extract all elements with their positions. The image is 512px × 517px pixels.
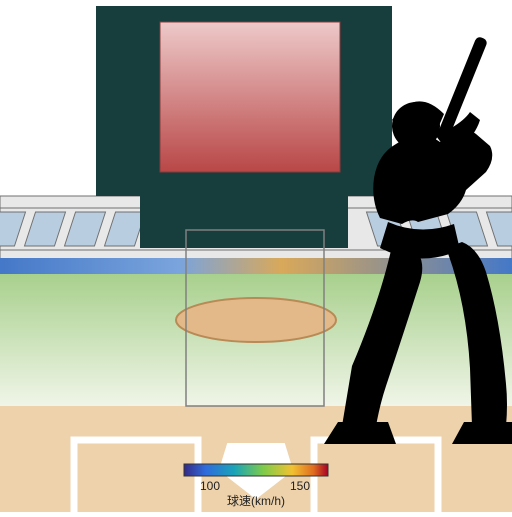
legend-tick: 100 bbox=[200, 479, 220, 493]
outfield-wall bbox=[0, 258, 512, 274]
legend-colorbar bbox=[184, 464, 328, 476]
stage-svg: 100 150 球速(km/h) bbox=[0, 0, 512, 512]
legend-tick: 150 bbox=[290, 479, 310, 493]
legend-axis-label: 球速(km/h) bbox=[227, 494, 285, 508]
scoreboard-screen bbox=[160, 22, 340, 172]
scoreboard bbox=[96, 6, 392, 248]
pitchers-mound bbox=[176, 298, 336, 342]
pitch-chart-stage: 100 150 球速(km/h) bbox=[0, 0, 512, 512]
scoreboard-base bbox=[140, 196, 348, 248]
